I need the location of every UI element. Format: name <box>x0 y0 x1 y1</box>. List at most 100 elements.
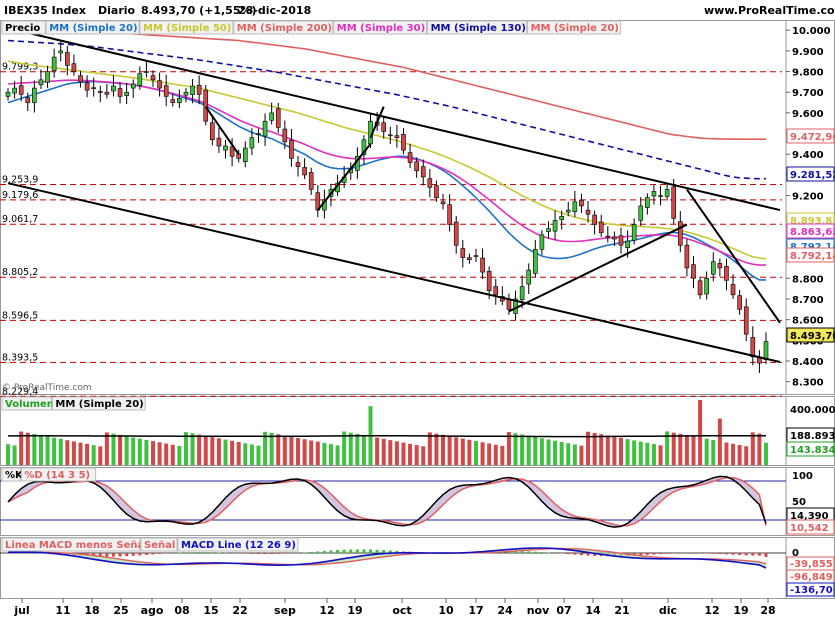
macd-histogram-bar <box>369 549 373 553</box>
macd-histogram-bar <box>382 550 386 553</box>
volume-bar <box>592 432 597 465</box>
macd-histogram-bar <box>527 551 531 553</box>
macd-histogram-bar <box>316 551 320 553</box>
price-axis-label: 8.800 <box>792 274 824 285</box>
stochastic-d-line <box>7 476 767 527</box>
legend-label: MM (Simple 130) <box>431 23 526 34</box>
candle <box>592 214 597 225</box>
candle <box>196 84 202 95</box>
trendline <box>686 188 781 324</box>
candle <box>664 189 670 197</box>
trendline <box>508 223 688 313</box>
legend-label: MM (Simple 20) <box>49 23 137 34</box>
candle <box>763 341 769 361</box>
candle <box>743 306 749 335</box>
candle <box>229 146 235 157</box>
macd-histogram-bar <box>731 553 735 555</box>
macd-histogram-bar <box>270 553 274 555</box>
volume-bar <box>434 433 439 465</box>
candle <box>236 153 241 159</box>
volume-bar <box>355 433 360 465</box>
candle <box>526 269 532 285</box>
macd-histogram-bar <box>757 553 761 556</box>
stochastic-panel-frame <box>0 467 835 536</box>
volume-bar <box>216 438 221 465</box>
volume-bar <box>203 435 208 465</box>
macd-histogram-bar <box>652 553 656 555</box>
trendline <box>7 27 781 212</box>
volume-bar <box>256 445 261 465</box>
x-axis-label: 11 <box>55 604 70 617</box>
macd-histogram-bar <box>533 551 537 553</box>
volume-ma-line <box>8 434 766 438</box>
macd-line <box>7 547 767 569</box>
candle <box>262 120 268 137</box>
x-axis-label: 21 <box>614 604 629 617</box>
legend-box <box>1 20 46 35</box>
candle <box>111 85 116 92</box>
volume-bar <box>342 431 347 465</box>
candle <box>717 263 723 269</box>
macd-histogram-bar <box>276 553 280 554</box>
volume-bar <box>618 437 623 465</box>
watermark: © ProRealTime.com <box>2 383 92 393</box>
volume-bar <box>170 444 175 465</box>
macd-tag-label: -39,855 <box>790 559 833 570</box>
candle <box>203 89 209 122</box>
x-axis-label: 24 <box>497 604 513 617</box>
volume-bar <box>348 432 353 465</box>
macd-histogram-bar <box>118 553 122 557</box>
volume-bar <box>190 433 195 465</box>
macd-histogram-bar <box>540 551 544 553</box>
volume-bar <box>223 439 228 465</box>
volume-bar <box>322 442 327 465</box>
volume-bar <box>559 441 564 465</box>
volume-bar <box>698 400 703 465</box>
volume-bar <box>388 440 393 465</box>
candle <box>183 91 189 96</box>
level-label: 9.061,7 <box>2 214 38 225</box>
volume-bar <box>414 445 419 465</box>
legend-box <box>233 20 334 35</box>
macd-histogram-bar <box>303 552 307 553</box>
candle <box>58 50 64 54</box>
stochastic-k-line <box>7 475 767 528</box>
candle <box>308 172 314 190</box>
date-label: 28-dic-2018 <box>238 4 312 17</box>
macd-histogram-bar <box>250 553 254 554</box>
legend-box <box>427 20 528 35</box>
macd-histogram-bar <box>184 552 188 553</box>
price-tag-label: 8.792,14 <box>790 251 835 262</box>
price-axis-label: 8.300 <box>792 378 824 389</box>
macd-histogram-bar <box>560 553 564 554</box>
legend-label: MM (Simple 20) <box>531 23 619 34</box>
macd-histogram-bar <box>659 553 663 555</box>
price-axis-label: 9.200 <box>792 192 824 203</box>
volume-bar <box>78 442 83 465</box>
price-axis-label: 9.600 <box>792 109 824 120</box>
level-label: 9.253,9 <box>2 174 38 185</box>
candle <box>519 286 525 301</box>
macd-histogram-bar <box>309 551 313 553</box>
macd-histogram-bar <box>283 553 287 554</box>
volume-bar <box>45 436 50 465</box>
price-change-label: 8.493,70 (+1,55%) <box>141 4 257 17</box>
macd-histogram-bar <box>98 553 102 557</box>
volume-bar <box>757 433 762 465</box>
x-axis-label: 22 <box>232 604 247 617</box>
macd-histogram-bar <box>138 553 142 556</box>
volume-bar <box>473 441 478 465</box>
volume-bar <box>58 438 63 465</box>
volume-bar <box>539 438 544 465</box>
candle <box>631 224 637 241</box>
candle <box>618 235 624 246</box>
volume-bar <box>526 435 531 465</box>
volume-bar <box>52 437 57 465</box>
price-tag-label: 8.493,70 <box>790 331 835 342</box>
candle <box>710 261 716 275</box>
level-label: 8.229,4 <box>2 386 38 397</box>
price-tag <box>786 166 835 182</box>
volume-bar <box>276 434 281 465</box>
macd-histogram-bar <box>263 553 267 555</box>
volume-bar <box>599 434 604 465</box>
